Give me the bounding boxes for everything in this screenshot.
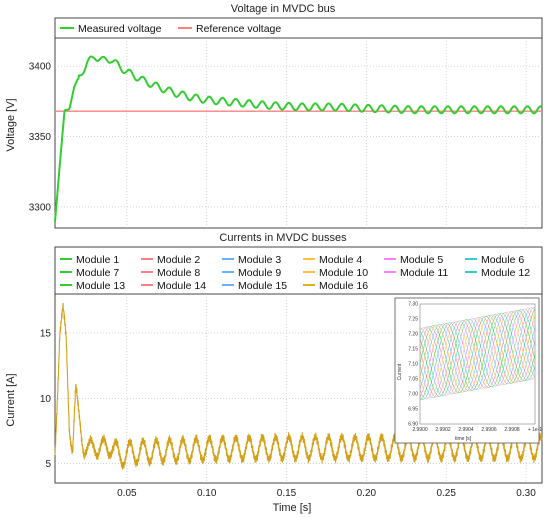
legend-label-module-5: Module 5 [400,254,443,266]
legend-label-reference: Reference voltage [196,23,281,35]
inset-x-tick-label: 2.9906 [481,427,497,433]
voltage-chart: Voltage in MVDC bus Measured voltage Ref… [5,3,543,229]
current-y-tick-label: 5 [45,459,51,470]
legend-label-module-13: Module 13 [76,280,125,292]
current-y-tick-label: 15 [40,329,52,340]
inset-line-module-9 [419,311,536,398]
inset-y-tick-label: 7.30 [408,302,418,308]
inset-line-module-8 [419,310,536,398]
current-x-tick-label: 0.15 [277,488,297,499]
current-y-tick-label: 10 [40,394,52,405]
voltage-y-tick-label: 3350 [29,132,52,143]
inset-line-module-13 [419,313,536,401]
current-x-tick-label: 0.25 [436,488,456,499]
inset-y-tick-label: 7.00 [408,392,418,398]
legend-label-module-7: Module 7 [76,267,119,279]
current-y-axis-label: Current [A] [5,373,17,426]
voltage-y-axis-label: Voltage [V] [5,98,17,151]
zoom-inset: Current time [s] 6.90 6.95 7.00 7.05 7.10 7.1… [394,297,542,444]
measured-voltage-line [54,55,543,222]
inset-line-module-2 [419,306,536,394]
current-x-tick-label: 0.05 [117,488,137,499]
current-chart-title: Currents in MVDC busses [219,232,347,244]
inset-x-tick-label: 2.9904 [458,427,474,433]
inset-line-module-1 [419,308,536,394]
legend-label-module-6: Module 6 [481,254,524,266]
inset-line-module-14 [419,314,536,398]
inset-x-tick-label: 2.9900 [412,427,428,433]
legend-label-module-16: Module 16 [319,280,368,292]
current-plot-frame [54,246,543,484]
inset-line-module-15 [419,314,536,392]
current-x-axis-label: Time [s] [273,502,312,514]
inset-line-module-16 [419,315,536,393]
inset-line-module-12 [419,312,536,400]
inset-line-module-6 [419,309,536,397]
current-x-tick-label: 0.10 [197,488,217,499]
legend-label-module-3: Module 3 [238,254,281,266]
legend-label-module-4: Module 4 [319,254,362,266]
voltage-gridlines [55,38,542,228]
current-y-ticks: 5 10 15 [40,329,52,470]
inset-x-tick-label: 2.9902 [435,427,451,433]
inset-line-module-7 [419,309,536,397]
current-x-tick-label: 0.20 [357,488,377,499]
voltage-legend: Measured voltage Reference voltage [60,23,281,35]
legend-label-module-12: Module 12 [481,267,530,279]
current-x-ticks: 0.05 0.10 0.15 0.20 0.25 0.30 [117,488,536,499]
inset-y-axis-label: Current [397,363,403,380]
legend-label-module-10: Module 10 [319,267,368,279]
inset-x-tick-label: 2.9908 [504,427,520,433]
inset-y-tick-label: 6.90 [408,422,418,428]
inset-line-module-10 [419,311,536,399]
inset-line-module-11 [419,312,536,400]
current-x-tick-label: 0.30 [516,488,536,499]
inset-x-tick-label: + 1e-1 [528,427,543,433]
legend-label-module-1: Module 1 [76,254,119,266]
inset-y-tick-label: 7.20 [408,332,418,338]
voltage-y-tick-label: 3400 [29,62,52,73]
voltage-series [54,55,543,222]
inset-x-axis-label: time [s] [455,436,472,442]
voltage-plot-frame [54,17,543,229]
current-legend: Module 1 Module 2 Module 3 Module 4 Module 5… [60,254,530,292]
inset-line-module-3 [419,307,536,395]
voltage-chart-title: Voltage in MVDC bus [231,3,336,15]
inset-line-module-4 [419,308,536,395]
voltage-y-tick-label: 3300 [29,202,52,213]
legend-label-measured: Measured voltage [78,23,162,35]
inset-line-module-5 [419,308,536,396]
legend-label-module-2: Module 2 [157,254,200,266]
legend-label-module-15: Module 15 [238,280,287,292]
voltage-y-ticks: 3300 3350 3400 [29,62,52,214]
legend-label-module-9: Module 9 [238,267,281,279]
inset-y-tick-label: 7.10 [408,362,418,368]
legend-label-module-11: Module 11 [400,267,448,279]
inset-y-tick-label: 7.15 [408,347,418,353]
inset-y-tick-label: 7.25 [408,317,418,323]
legend-label-module-14: Module 14 [157,280,206,292]
inset-y-tick-label: 6.95 [408,407,418,413]
legend-label-module-8: Module 8 [157,267,200,279]
inset-y-tick-label: 7.05 [408,377,418,383]
current-chart: Currents in MVDC busses Module 1 Module 2… [5,232,543,514]
inset-plot: 6.90 6.95 7.00 7.05 7.10 7.15 7.20 7.25 7.30 2.99… [408,302,542,433]
